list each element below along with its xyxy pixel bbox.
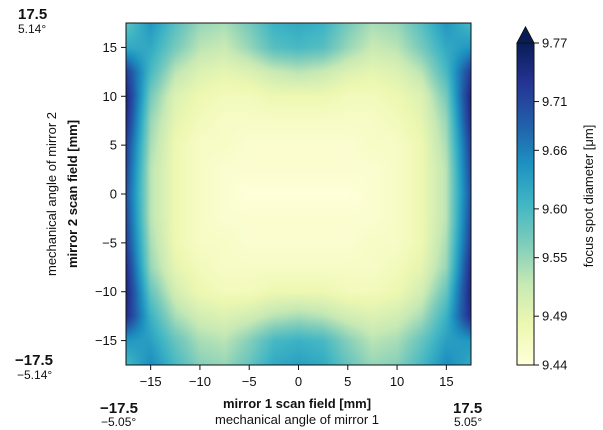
x-axis-ticks: −15 −10 −5 0 5 10 15 — [140, 365, 454, 389]
colorbar-tick-label: 9.44 — [542, 358, 567, 373]
x-tick-label: 5 — [344, 374, 351, 389]
y-tick-label: −5 — [102, 235, 117, 250]
y-tick-label: 5 — [110, 138, 117, 153]
colorbar-tick-label: 9.49 — [542, 309, 567, 324]
x-axis-label: mirror 1 scan field [mm] — [223, 396, 371, 411]
colorbar-tick-label: 9.55 — [542, 250, 567, 265]
x-range-right-value: 17.5 — [453, 400, 482, 417]
y-tick-label: 15 — [103, 40, 117, 55]
x-range-left-value: −17.5 — [100, 400, 138, 417]
y-tick-label: −10 — [95, 284, 117, 299]
x-tick-label: 15 — [439, 374, 453, 389]
x-tick-label: 10 — [390, 374, 404, 389]
colorbar-ticks: 9.44 9.49 9.55 9.60 9.66 9.71 9.77 — [534, 36, 567, 373]
y-tick-label: 10 — [103, 89, 117, 104]
x-range-left-angle: −5.05° — [101, 415, 136, 429]
y-tick-label: −15 — [95, 333, 117, 348]
colorbar — [516, 42, 535, 366]
x-range-right-angle: 5.05° — [454, 415, 482, 429]
y-range-bottom-angle: −5.14° — [17, 368, 52, 382]
y-range-bottom-value: −17.5 — [15, 352, 53, 369]
x-tick-label: −15 — [140, 374, 162, 389]
y-range-top-value: 17.5 — [18, 6, 47, 23]
heatmap-plot-area — [126, 23, 471, 365]
x-tick-label: −10 — [189, 374, 211, 389]
colorbar-tick-label: 9.77 — [542, 36, 567, 51]
colorbar-tick-label: 9.60 — [542, 201, 567, 216]
colorbar-tick-label: 9.71 — [542, 94, 567, 109]
x-tick-label: −5 — [242, 374, 257, 389]
colorbar-label: focus spot diameter [μm] — [581, 125, 596, 268]
colorbar-extend-arrow — [516, 25, 535, 44]
y-axis-label: mirror 2 scan field [mm] — [65, 120, 80, 268]
colorbar-tick-label: 9.66 — [542, 143, 567, 158]
y-tick-label: 0 — [110, 187, 117, 202]
y-range-top-angle: 5.14° — [18, 22, 46, 36]
y-axis-sublabel: mechanical angle of mirror 2 — [44, 112, 59, 276]
x-tick-label: 0 — [295, 374, 302, 389]
y-axis-ticks: 15 10 5 0 −5 −10 −15 — [95, 40, 126, 348]
x-axis-sublabel: mechanical angle of mirror 1 — [215, 412, 379, 427]
